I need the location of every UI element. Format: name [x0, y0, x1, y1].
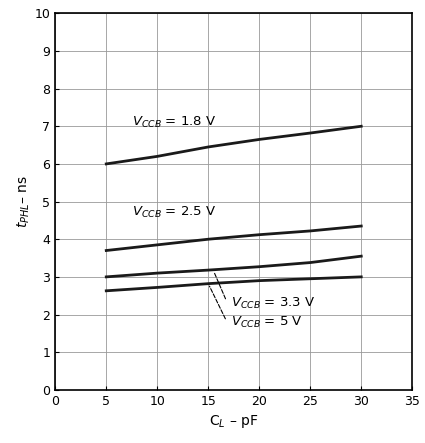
Text: $V_{CCB}$ = 2.5 V: $V_{CCB}$ = 2.5 V — [132, 205, 216, 220]
Text: $V_{CCB}$ = 5 V: $V_{CCB}$ = 5 V — [231, 315, 303, 330]
X-axis label: C$_L$ – pF: C$_L$ – pF — [209, 413, 258, 430]
Text: $V_{CCB}$ = 3.3 V: $V_{CCB}$ = 3.3 V — [231, 295, 315, 311]
Text: $V_{CCB}$ = 1.8 V: $V_{CCB}$ = 1.8 V — [132, 115, 216, 130]
Y-axis label: $t_{PHL}$– ns: $t_{PHL}$– ns — [15, 175, 32, 228]
